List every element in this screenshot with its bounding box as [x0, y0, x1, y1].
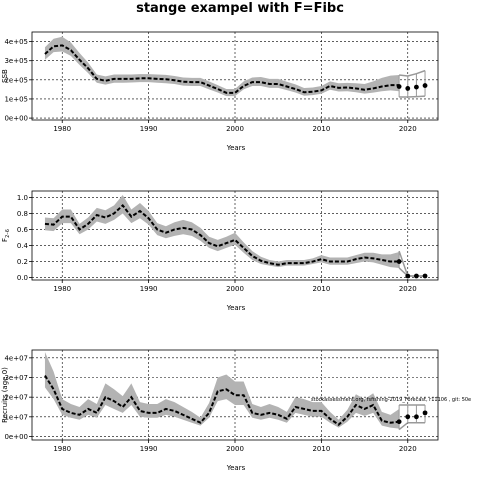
x-axis-label: Years: [226, 304, 246, 312]
forecast-point: [405, 414, 411, 420]
y-tick-label: 4e+07: [4, 354, 28, 362]
confidence-band: [44, 36, 400, 97]
forecast-point: [396, 419, 402, 425]
y-tick-label: 0.4: [17, 242, 29, 250]
forecast-point: [422, 83, 428, 88]
estimate-line: [44, 203, 400, 266]
x-tick-label: 1980: [53, 125, 71, 133]
x-tick-label: 2000: [226, 445, 244, 453]
x-tick-label: 1980: [53, 445, 71, 453]
ssb-panel: 1980 1990 2000 2010 2020 0e+00 1e+05 2e+05 3e+05…: [1, 31, 439, 152]
x-tick-label: 2020: [399, 125, 417, 133]
y-tick-label: 0.8: [17, 210, 28, 218]
y-tick-label: 1e+07: [4, 413, 28, 421]
forecast-point: [405, 86, 411, 91]
x-tick-label: 1990: [140, 285, 158, 293]
forecast-point: [414, 84, 419, 90]
y-tick-label: 3e+07: [4, 374, 28, 382]
recruits-panel: 1980 1990 2000 2010 2020 0e+00 1e+07 2e+07 3e+07…: [1, 349, 471, 472]
fishing-mortality-panel: 1980 1990 2000 2010 2020 0.0 0.2 0.4 0.6 0.8 1.0 Ye…: [1, 190, 439, 312]
forecast-point: [422, 273, 428, 279]
x-tick-label: 2000: [226, 285, 244, 293]
x-tick-label: 2010: [312, 285, 330, 293]
x-tick-label: 2000: [226, 125, 244, 133]
y-tick-label: 4e+05: [4, 38, 28, 46]
y-axis-label: F2–6: [1, 229, 11, 242]
forecast-point: [422, 410, 428, 416]
y-tick-label: 1.0: [17, 194, 28, 202]
x-axis-label: Years: [226, 464, 246, 472]
forecast-point: [396, 84, 402, 89]
y-tick-label: 3e+05: [4, 57, 28, 65]
forecast-point: [396, 259, 402, 264]
x-tick-label: 2020: [399, 285, 417, 293]
y-axis-label: Recruits (age 0): [1, 367, 9, 423]
x-tick-label: 2020: [399, 445, 417, 453]
forecast-point: [414, 414, 419, 420]
y-tick-label: 0e+00: [4, 115, 28, 123]
y-tick-label: 0.0: [17, 274, 28, 282]
y-tick-label: 0e+00: [4, 433, 28, 441]
y-tick-label: 0.2: [17, 258, 28, 266]
confidence-band: [44, 195, 400, 268]
x-axis-label: Years: [226, 144, 246, 152]
forecast-lower-line: [399, 95, 426, 98]
y-tick-label: 0.6: [17, 226, 29, 234]
y-tick-label: 2e+05: [4, 76, 28, 84]
forecast-point: [414, 273, 419, 279]
y-tick-label: 2e+07: [4, 394, 28, 402]
figure-title: stange exampel with F=Fibc: [136, 1, 344, 16]
x-tick-label: 2010: [312, 125, 330, 133]
forecast-lower-line: [398, 267, 426, 277]
forecast-lower-line: [398, 421, 426, 431]
x-tick-label: 1990: [140, 445, 158, 453]
forecast-point: [405, 273, 411, 279]
x-tick-label: 1990: [140, 125, 158, 133]
estimate-line: [44, 375, 400, 426]
x-tick-label: 1980: [53, 285, 71, 293]
y-axis-label: SSB: [1, 69, 9, 83]
y-tick-label: 1e+05: [4, 95, 28, 103]
x-tick-label: 2010: [312, 445, 330, 453]
forecast-upper-line: [399, 69, 426, 77]
annotation-text: stockassessment.org, fsfishing-2019_Fore…: [311, 397, 471, 403]
estimate-line: [44, 44, 400, 94]
